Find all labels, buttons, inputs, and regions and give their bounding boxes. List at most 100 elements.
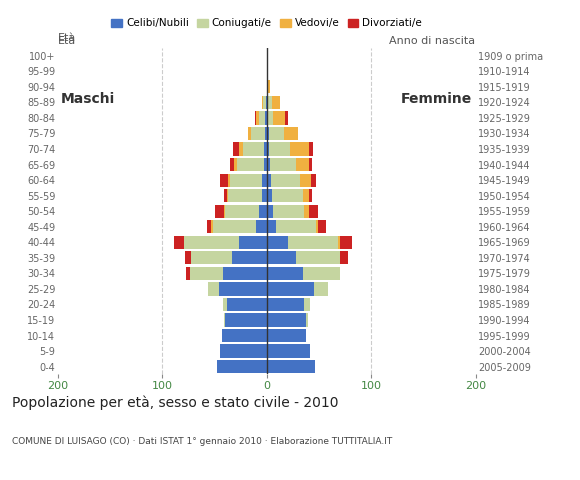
Bar	[304, 204, 309, 218]
Bar	[267, 251, 296, 264]
Bar	[228, 189, 262, 202]
Bar	[271, 173, 300, 187]
Bar	[314, 282, 328, 296]
Bar	[270, 158, 296, 171]
Bar	[233, 143, 238, 156]
Bar	[296, 158, 309, 171]
Bar	[267, 329, 306, 342]
Bar	[267, 143, 269, 156]
Bar	[264, 158, 267, 171]
Text: Età: Età	[58, 33, 76, 43]
Bar	[251, 127, 264, 140]
Bar	[273, 204, 305, 218]
Bar	[267, 360, 315, 373]
Bar	[268, 111, 273, 124]
Bar	[267, 313, 306, 326]
Bar	[318, 220, 327, 233]
Bar	[303, 267, 340, 280]
Bar	[267, 345, 310, 358]
Bar	[303, 189, 309, 202]
Bar	[267, 158, 270, 171]
Text: Anno di nascita: Anno di nascita	[390, 36, 476, 47]
Bar	[238, 143, 243, 156]
Bar	[267, 173, 271, 187]
Bar	[276, 220, 316, 233]
Bar	[267, 220, 276, 233]
Text: COMUNE DI LUISAGO (CO) · Dati ISTAT 1° gennaio 2010 · Elaborazione TUTTITALIA.IT: COMUNE DI LUISAGO (CO) · Dati ISTAT 1° g…	[12, 437, 392, 446]
Text: Maschi: Maschi	[61, 92, 115, 106]
Bar	[267, 282, 314, 296]
Bar	[262, 96, 263, 109]
Bar	[223, 267, 267, 280]
Bar	[340, 236, 353, 249]
Bar	[190, 267, 223, 280]
Bar	[222, 329, 267, 342]
Bar	[288, 236, 338, 249]
Bar	[224, 189, 227, 202]
Bar	[262, 189, 267, 202]
Bar	[262, 173, 267, 187]
Bar	[225, 204, 259, 218]
Bar	[306, 313, 307, 326]
Bar	[269, 143, 290, 156]
Bar	[225, 313, 267, 326]
Bar	[255, 111, 256, 124]
Bar	[259, 204, 267, 218]
Bar	[285, 111, 288, 124]
Bar	[234, 158, 237, 171]
Bar	[207, 220, 212, 233]
Bar	[267, 236, 288, 249]
Bar	[338, 236, 340, 249]
Bar	[267, 298, 304, 311]
Bar	[269, 127, 284, 140]
Bar	[267, 96, 268, 109]
Bar	[264, 143, 267, 156]
Text: Età: Età	[58, 36, 76, 46]
Bar	[191, 251, 233, 264]
Bar	[267, 80, 268, 94]
Bar	[220, 173, 228, 187]
Bar	[267, 267, 303, 280]
Bar	[219, 282, 267, 296]
Bar	[212, 220, 256, 233]
Bar	[264, 111, 267, 124]
Bar	[233, 251, 267, 264]
Bar	[300, 173, 311, 187]
Bar	[290, 143, 309, 156]
Bar	[309, 143, 313, 156]
Bar	[264, 127, 267, 140]
Bar	[224, 313, 225, 326]
Bar	[311, 173, 316, 187]
Bar	[215, 204, 224, 218]
Bar	[316, 220, 318, 233]
Bar	[267, 204, 273, 218]
Bar	[304, 298, 310, 311]
Bar	[256, 220, 267, 233]
Bar	[208, 282, 219, 296]
Bar	[272, 189, 303, 202]
Bar	[266, 96, 267, 109]
Bar	[267, 111, 268, 124]
Bar	[248, 127, 251, 140]
Bar	[186, 251, 191, 264]
Bar	[267, 127, 269, 140]
Legend: Celibi/Nubili, Coniugati/e, Vedovi/e, Divorziati/e: Celibi/Nubili, Coniugati/e, Vedovi/e, Di…	[107, 14, 426, 32]
Bar	[309, 204, 318, 218]
Bar	[340, 251, 348, 264]
Bar	[263, 96, 266, 109]
Bar	[272, 96, 280, 109]
Bar	[186, 267, 190, 280]
Bar	[227, 298, 267, 311]
Bar	[223, 298, 227, 311]
Bar	[217, 360, 267, 373]
Bar	[230, 158, 234, 171]
Bar	[268, 80, 270, 94]
Bar	[256, 111, 259, 124]
Bar	[230, 173, 262, 187]
Bar	[273, 111, 285, 124]
Bar	[237, 158, 264, 171]
Bar	[224, 204, 225, 218]
Bar	[228, 173, 230, 187]
Bar	[184, 236, 238, 249]
Bar	[220, 345, 267, 358]
